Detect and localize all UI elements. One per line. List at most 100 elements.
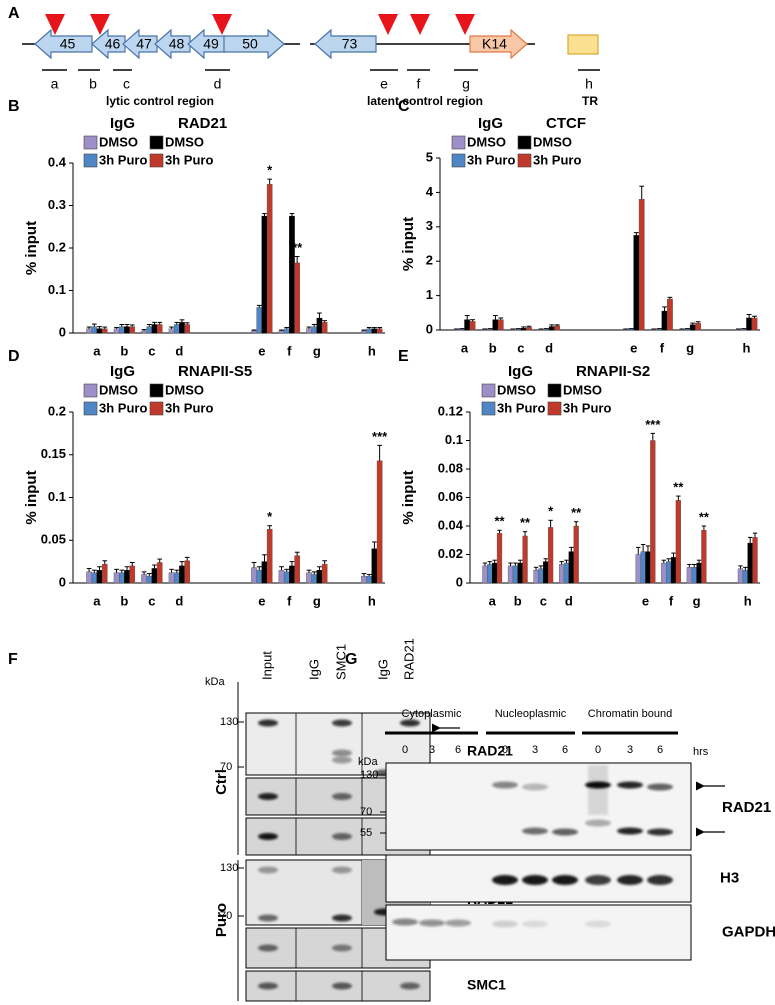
panel-letter: G: [345, 651, 357, 668]
bar: [168, 572, 175, 584]
error-bar: [169, 326, 174, 329]
legend-title: IgG: [110, 363, 135, 380]
smear: [588, 765, 608, 815]
error-bar: [666, 558, 671, 562]
x-tick-label: c: [540, 593, 547, 608]
error-bar: [152, 564, 157, 569]
y-tick-label: 0.3: [48, 197, 66, 212]
error-bar: [306, 326, 312, 329]
error-bar: [119, 569, 125, 573]
bar: [533, 569, 539, 584]
blot-band: [332, 749, 352, 757]
error-bar: [124, 566, 130, 571]
bar: [321, 322, 328, 334]
panel-letter: B: [8, 98, 20, 115]
error-bar: [538, 565, 544, 569]
bar: [173, 324, 180, 334]
bar: [686, 567, 692, 584]
bar: [261, 561, 268, 584]
bar: [321, 563, 328, 584]
x-tick-label: h: [742, 340, 750, 355]
blot-band: [522, 875, 548, 885]
bar: [124, 569, 130, 584]
y-tick-label: 2: [426, 253, 433, 268]
blot-band: [332, 833, 352, 840]
bar: [666, 561, 672, 584]
bar: [118, 326, 125, 334]
error-bar: [743, 566, 748, 571]
error-bar: [752, 315, 757, 318]
gene-label: 45: [60, 36, 76, 52]
x-tick-label: d: [175, 593, 183, 608]
error-bar: [294, 256, 300, 263]
x-tick-label: e: [630, 340, 637, 355]
blot-band: [445, 919, 471, 927]
bar: [752, 537, 758, 584]
bar: [645, 551, 651, 584]
blot-band: [258, 914, 278, 922]
error-bar: [645, 545, 651, 552]
legend-swatch: [83, 135, 98, 150]
y-axis-label: % input: [400, 470, 417, 524]
error-bar: [174, 569, 180, 573]
legend-swatch: [517, 135, 532, 150]
significance-label: **: [520, 515, 531, 530]
error-bar: [676, 495, 681, 501]
error-bar: [251, 329, 257, 331]
error-bar: [311, 324, 317, 327]
bar: [469, 321, 476, 331]
bar: [113, 572, 120, 584]
error-bar: [752, 532, 758, 538]
bar: [146, 326, 153, 334]
bar: [737, 568, 744, 584]
error-bar: [174, 321, 180, 325]
bar: [543, 561, 549, 584]
error-bar: [639, 185, 645, 200]
legend-label: DMSO: [99, 382, 138, 397]
gene-label: 46: [105, 36, 121, 52]
bar: [675, 500, 681, 584]
bar: [696, 562, 702, 584]
bar: [91, 326, 98, 334]
error-bar: [667, 296, 673, 300]
bar: [751, 317, 758, 331]
error-bar: [262, 554, 267, 562]
legend-swatch: [517, 153, 532, 168]
blot-band: [522, 827, 548, 835]
panel-letter: E: [398, 348, 409, 365]
error-bar: [492, 559, 497, 564]
legend-swatch: [547, 401, 562, 416]
bar: [278, 569, 285, 584]
blot-band: [258, 866, 278, 874]
bar: [289, 215, 295, 334]
blot-panel: [385, 904, 692, 961]
error-bar: [184, 556, 190, 561]
blot-band: [522, 783, 548, 791]
gene-label: 50: [242, 36, 258, 52]
bar: [316, 569, 323, 584]
timepoint-label: 6: [657, 744, 663, 756]
error-bar: [114, 568, 119, 573]
site-marker: [378, 14, 398, 35]
site-marker: [455, 14, 475, 35]
region-label: lytic control region: [106, 94, 214, 108]
bar: [635, 554, 641, 584]
kda-marker: 130: [360, 769, 378, 781]
error-bar: [470, 319, 475, 322]
blot-band: [332, 719, 352, 727]
site-label: g: [462, 76, 470, 92]
error-bar: [564, 559, 569, 564]
legend-swatch: [83, 401, 98, 416]
y-tick-label: 0.2: [48, 239, 66, 254]
site-label: b: [89, 76, 97, 92]
error-bar: [738, 565, 743, 569]
bar: [294, 555, 300, 584]
bar: [256, 307, 263, 334]
x-tick-label: h: [368, 593, 376, 608]
bar: [376, 460, 383, 584]
blot-band: [617, 827, 643, 835]
gene-label: K14: [482, 36, 507, 52]
legend-label: DMSO: [563, 382, 602, 397]
site-marker: [410, 14, 430, 35]
